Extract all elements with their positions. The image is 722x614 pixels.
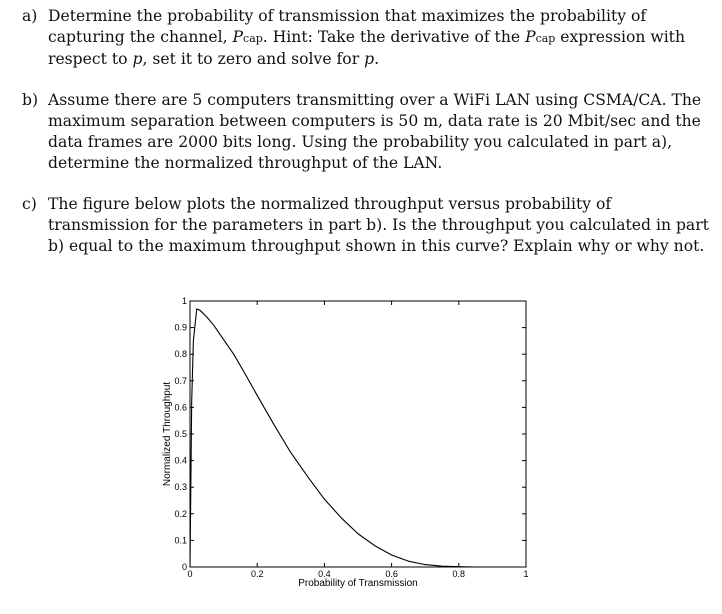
y-tick-label: 0.6: [174, 402, 187, 412]
chart-svg: 0 0.2 0.4 0.6 0.8 1 0 0.1 0.2 0.3 0.4 0.5 0.6 0.7 0.8 0…: [162, 296, 529, 589]
question-c: c) The figure below plots the normalized…: [22, 194, 710, 257]
question-b: b) Assume there are 5 computers transmit…: [22, 90, 710, 174]
qa-text-5: .: [374, 50, 380, 68]
qa-symbol-p-2: P: [525, 28, 536, 46]
question-b-text: Assume there are 5 computers transmittin…: [48, 91, 702, 172]
y-tick-label: 0.7: [174, 376, 187, 386]
x-tick-label: 0: [187, 569, 192, 579]
qa-symbol-p-1: P: [232, 28, 244, 46]
y-tick-label: 0: [182, 562, 187, 572]
y-tick-label: 0.1: [174, 535, 187, 545]
y-tick-label: 1: [182, 296, 187, 306]
throughput-chart: 0 0.2 0.4 0.6 0.8 1 0 0.1 0.2 0.3 0.4 0.5 0.6 0.7 0.8 0…: [160, 296, 540, 596]
x-tick-label: 0.8: [453, 569, 466, 579]
y-axis-label: Normalized Throughput: [162, 382, 173, 487]
series-line-0: [189, 308, 526, 568]
x-axis-label: Probability of Transmission: [298, 578, 418, 589]
y-tick-label: 0.8: [174, 349, 187, 359]
y-tick-label: 0.5: [174, 429, 187, 439]
qa-symbol-p-3: p: [132, 50, 143, 68]
question-c-text: The figure below plots the normalized th…: [48, 195, 709, 255]
x-tick-label: 0.6: [385, 569, 398, 579]
question-c-label: c): [22, 195, 37, 213]
qa-text-1: Determine the probability of transmissio…: [48, 7, 647, 46]
qa-text-3: expression with respect to: [48, 28, 685, 68]
y-tick-label: 0.4: [174, 456, 187, 466]
question-a: a) Determine the probability of transmis…: [22, 6, 710, 70]
y-tick-label: 0.2: [174, 509, 187, 519]
x-tick-label: 1: [523, 569, 528, 579]
x-tick-label: 0.2: [251, 569, 264, 579]
qa-text-2: . Hint: Take the derivative of the: [262, 28, 526, 46]
qa-text-4: , set it to zero and solve for: [142, 50, 365, 68]
x-tick-label: 0.4: [318, 569, 331, 579]
y-tick-label: 0.9: [174, 323, 187, 333]
question-a-label: a): [22, 7, 38, 25]
qa-subscript-cap-2: cap: [535, 32, 556, 45]
plot-frame: [189, 300, 527, 568]
question-b-label: b): [22, 91, 39, 109]
qa-subscript-cap-1: cap: [243, 32, 263, 45]
question-a-text: Determine the probability of transmissio…: [48, 6, 710, 70]
y-tick-label: 0.3: [174, 482, 187, 492]
qa-symbol-p-4: p: [364, 50, 375, 68]
